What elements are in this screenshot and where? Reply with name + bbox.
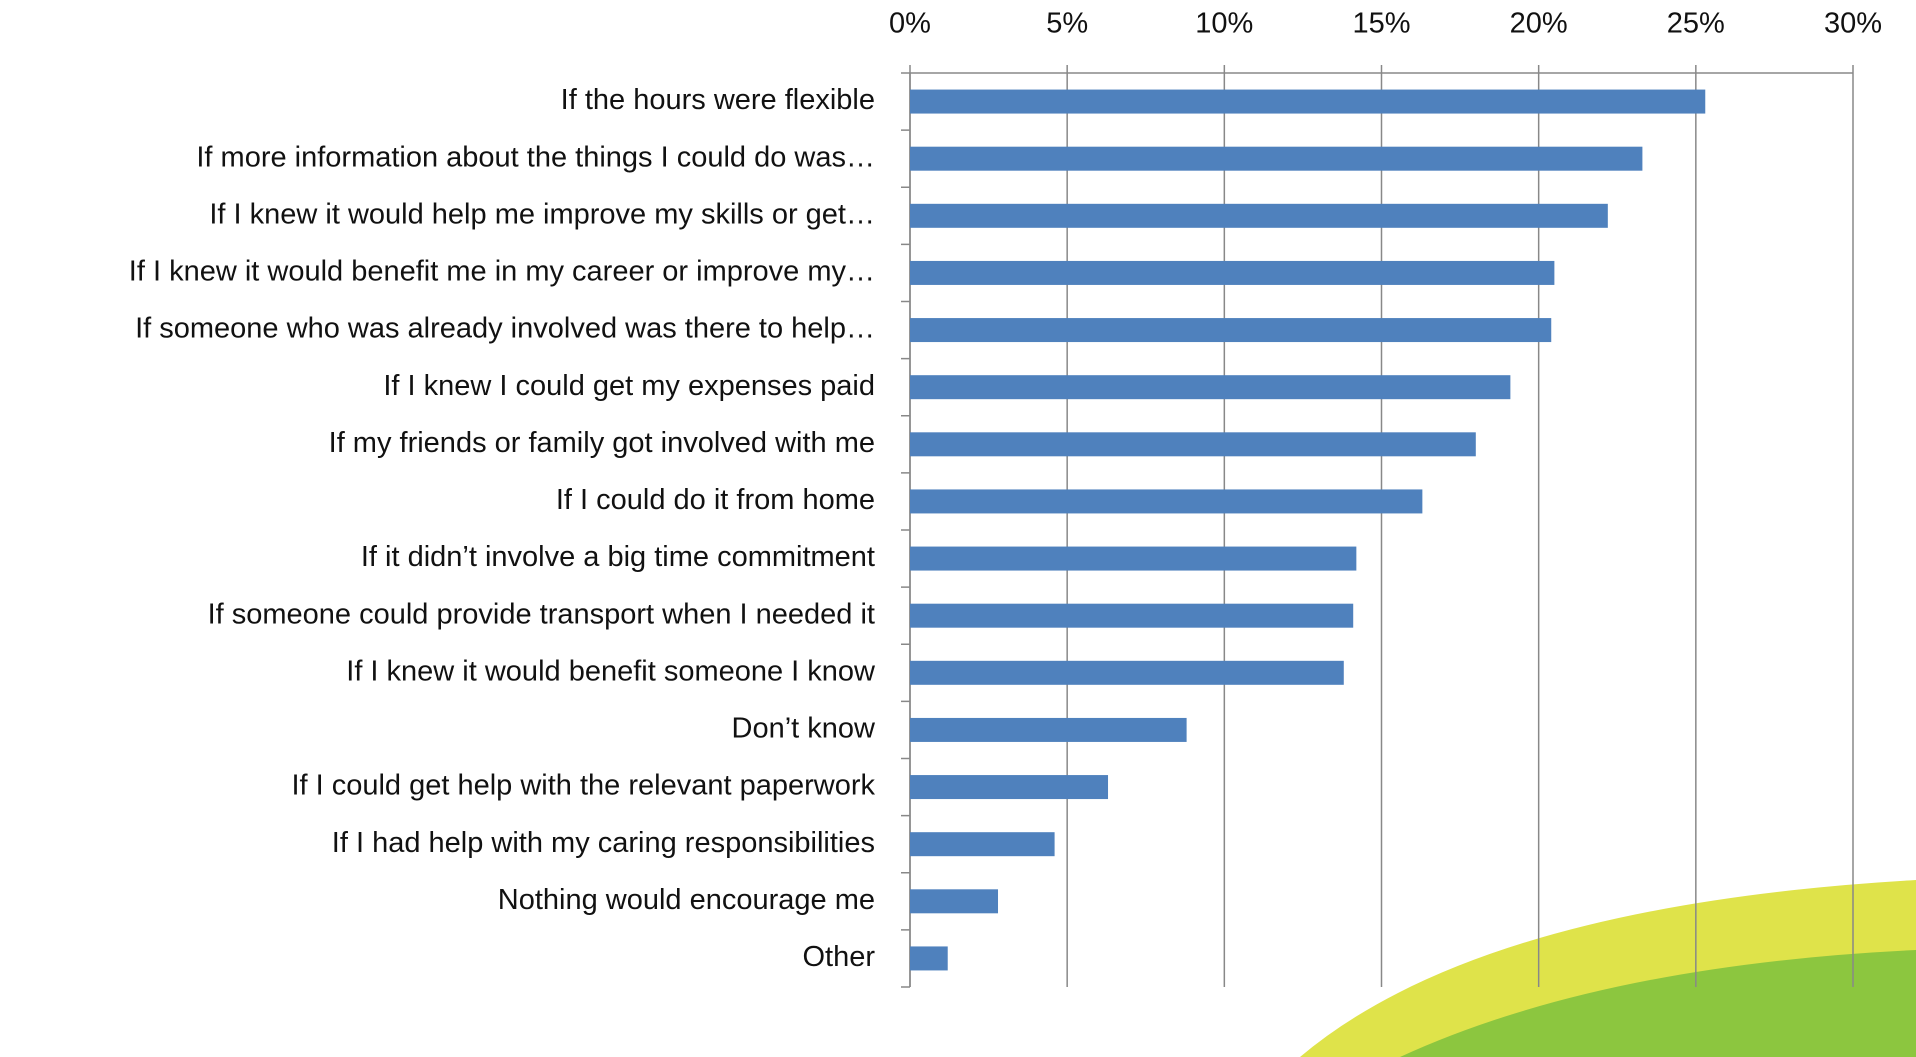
bar xyxy=(910,546,1357,571)
decoration-green xyxy=(1400,950,1916,1057)
bar xyxy=(910,432,1476,457)
y-tick-label: If I had help with my caring responsibil… xyxy=(332,827,875,859)
y-tick-label: If I knew it would benefit someone I kno… xyxy=(346,655,876,687)
x-tick-label: 0% xyxy=(889,8,931,40)
bar xyxy=(910,489,1423,514)
y-tick-label: If I could get help with the relevant pa… xyxy=(291,770,875,802)
x-tick-label: 15% xyxy=(1352,8,1410,40)
y-tick-label: If I knew I could get my expenses paid xyxy=(383,370,875,402)
x-tick-label: 25% xyxy=(1667,8,1725,40)
bar xyxy=(910,775,1109,800)
y-tick-label: If my friends or family got involved wit… xyxy=(329,427,875,459)
y-tick-label: If it didn’t involve a big time commitme… xyxy=(361,541,875,573)
bar xyxy=(910,717,1187,742)
bar xyxy=(910,260,1555,285)
x-tick-label: 30% xyxy=(1824,8,1882,40)
y-tick-label: If I knew it would help me improve my sk… xyxy=(209,198,875,230)
y-tick-label: If someone could provide transport when … xyxy=(208,598,875,630)
y-tick-label: Nothing would encourage me xyxy=(498,884,875,916)
bar xyxy=(910,946,948,971)
bar xyxy=(910,89,1706,114)
bar xyxy=(910,660,1344,685)
y-tick-label: Don’t know xyxy=(732,713,877,745)
y-tick-label: If I could do it from home xyxy=(556,484,875,516)
bar xyxy=(910,318,1552,343)
y-tick-label: If the hours were flexible xyxy=(561,84,875,116)
x-tick-label: 20% xyxy=(1510,8,1568,40)
x-tick-label: 5% xyxy=(1046,8,1088,40)
x-tick-label: 10% xyxy=(1195,8,1253,40)
bar xyxy=(910,832,1055,857)
y-tick-label: Other xyxy=(802,941,875,973)
bar xyxy=(910,146,1643,171)
bar xyxy=(910,603,1354,628)
bar xyxy=(910,203,1608,228)
y-tick-label: If more information about the things I c… xyxy=(196,141,875,173)
y-tick-label: If I knew it would benefit me in my care… xyxy=(129,256,875,288)
bar xyxy=(910,375,1511,400)
bar xyxy=(910,889,999,914)
y-tick-label: If someone who was already involved was … xyxy=(135,313,875,345)
